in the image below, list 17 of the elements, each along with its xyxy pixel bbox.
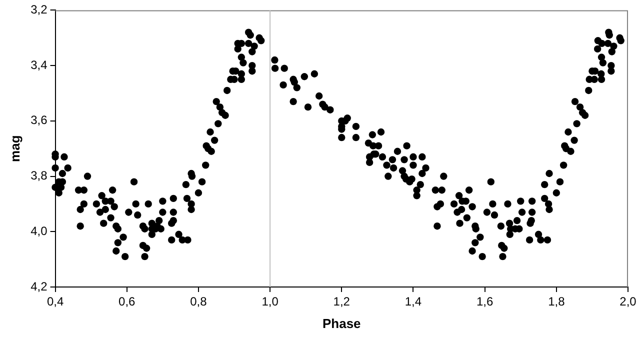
x-tick-label: 1,2 xyxy=(333,294,350,309)
y-tick-label: 3,2 xyxy=(30,2,48,17)
x-axis-title: Phase xyxy=(322,316,361,331)
y-tick-label: 3,8 xyxy=(30,168,48,183)
y-axis-title: mag xyxy=(7,135,22,162)
y-tick-label: 4,0 xyxy=(30,224,48,238)
y-tick-label: 3,4 xyxy=(30,58,48,72)
y-tick-label: 4,2 xyxy=(30,279,48,294)
x-tick-label: 1,6 xyxy=(476,294,494,309)
x-tick-label: 2,0 xyxy=(620,294,637,309)
x-tick-label: 0,6 xyxy=(118,294,136,309)
x-tick-label: 1,4 xyxy=(404,294,422,309)
x-tick-label: 1,0 xyxy=(262,294,279,309)
x-tick-label: 1,8 xyxy=(548,294,566,309)
y-tick-label: 3,6 xyxy=(30,113,48,128)
x-tick-label: 0,8 xyxy=(190,294,208,309)
x-tick-label: 0,4 xyxy=(46,294,64,309)
